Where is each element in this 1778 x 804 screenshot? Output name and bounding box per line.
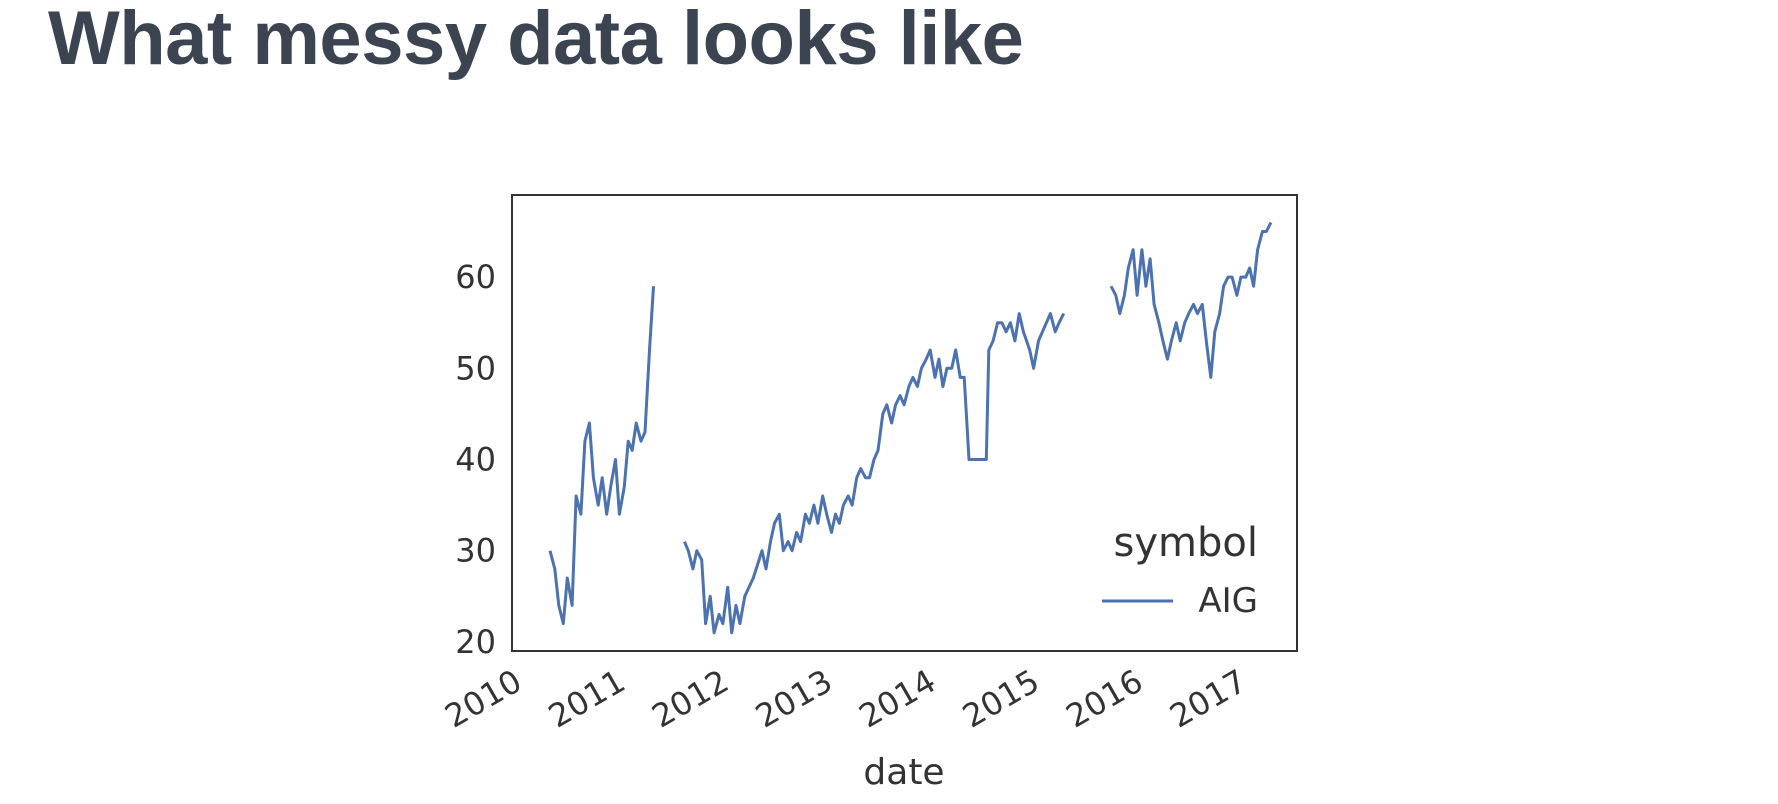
series-line-aig-segment-1 [548,286,655,626]
y-tick-label: 30 [455,532,496,570]
x-tick-label: 2016 [1060,662,1150,736]
y-tick-label: 40 [455,441,496,479]
x-tick-label: 2011 [542,662,632,736]
x-axis: 2010 2011 2012 2013 2014 2015 2016 2017 [438,662,1252,736]
plot-frame [511,194,1298,652]
y-tick-label: 50 [455,349,496,387]
y-tick-label: 20 [455,623,496,661]
y-axis: 20 30 40 50 60 [455,258,496,661]
x-tick-label: 2015 [956,662,1046,736]
series-line-aig-segment-2 [683,312,1066,635]
page-title: What messy data looks like [48,0,1024,81]
x-tick-label: 2012 [645,662,735,736]
legend-entry-label: AIG [1198,581,1258,621]
series-line-aig-segment-3 [1109,221,1273,379]
x-axis-label: date [863,752,944,793]
x-tick-label: 2017 [1163,662,1253,736]
x-tick-label: 2010 [438,662,528,736]
legend-title: symbol [1114,520,1258,566]
y-tick-label: 60 [455,258,496,296]
x-tick-label: 2013 [749,662,839,736]
legend: symbol AIG [1102,520,1258,621]
plot-area [548,221,1273,635]
x-tick-label: 2014 [853,662,943,736]
